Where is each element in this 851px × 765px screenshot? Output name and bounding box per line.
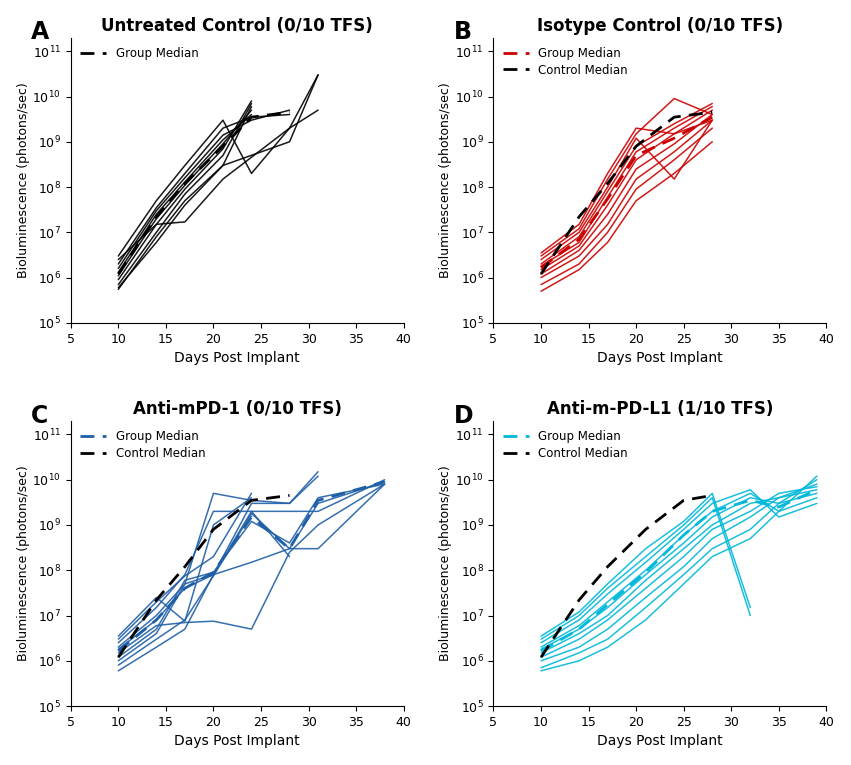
Control Median <box>208 525 219 534</box>
Group Median <box>774 503 784 512</box>
Group Median <box>669 134 679 143</box>
Control Median <box>180 562 190 571</box>
Control Median <box>707 108 717 117</box>
Group Median <box>631 151 642 160</box>
Group Median <box>247 112 257 122</box>
Line: Group Median: Group Median <box>541 117 712 268</box>
Group Median <box>180 179 190 188</box>
Group Median <box>745 496 756 505</box>
Y-axis label: Bioluminescence (photons/sec): Bioluminescence (photons/sec) <box>439 83 453 278</box>
Group Median <box>574 235 584 244</box>
X-axis label: Days Post Implant: Days Post Implant <box>174 734 300 748</box>
Group Median <box>284 544 294 553</box>
Control Median <box>536 269 546 278</box>
Control Median <box>678 496 688 505</box>
Line: Control Median: Control Median <box>118 496 289 657</box>
Control Median <box>669 112 679 122</box>
Control Median <box>113 653 123 662</box>
Group Median <box>151 212 162 221</box>
Group Median <box>180 584 190 593</box>
Legend: Group Median, Control Median: Group Median, Control Median <box>500 44 631 80</box>
Control Median <box>631 142 642 151</box>
Group Median <box>284 108 294 117</box>
Text: B: B <box>454 21 471 44</box>
Group Median <box>218 142 228 151</box>
X-axis label: Days Post Implant: Days Post Implant <box>597 734 722 748</box>
Group Median <box>151 615 162 624</box>
Line: Group Median: Group Median <box>118 112 289 274</box>
Text: C: C <box>31 404 48 428</box>
Control Median <box>247 496 257 505</box>
X-axis label: Days Post Implant: Days Post Implant <box>597 351 722 365</box>
Legend: Group Median: Group Median <box>77 44 202 63</box>
Group Median <box>313 496 323 505</box>
Text: D: D <box>454 404 473 428</box>
Group Median <box>536 263 546 272</box>
Control Median <box>707 491 717 500</box>
Group Median <box>380 477 390 487</box>
Group Median <box>812 485 822 494</box>
Y-axis label: Bioluminescence (photons/sec): Bioluminescence (photons/sec) <box>17 83 30 278</box>
Line: Group Median: Group Median <box>118 482 385 651</box>
X-axis label: Days Post Implant: Days Post Implant <box>174 351 300 365</box>
Legend: Group Median, Control Median: Group Median, Control Median <box>500 427 631 464</box>
Control Median <box>603 562 613 571</box>
Title: Anti-m-PD-L1 (1/10 TFS): Anti-m-PD-L1 (1/10 TFS) <box>546 400 773 418</box>
Line: Control Median: Control Median <box>541 112 712 274</box>
Line: Group Median: Group Median <box>541 490 817 651</box>
Control Median <box>536 653 546 662</box>
Group Median <box>574 624 584 633</box>
Control Median <box>574 212 584 221</box>
Control Median <box>574 595 584 604</box>
Line: Control Median: Control Median <box>541 496 712 657</box>
Control Median <box>151 595 162 604</box>
Group Median <box>208 568 219 577</box>
Text: A: A <box>31 21 49 44</box>
Group Median <box>536 646 546 656</box>
Title: Untreated Control (0/10 TFS): Untreated Control (0/10 TFS) <box>101 17 373 34</box>
Group Median <box>247 513 257 522</box>
Group Median <box>678 530 688 539</box>
Control Median <box>603 179 613 188</box>
Legend: Group Median, Control Median: Group Median, Control Median <box>77 427 208 464</box>
Title: Isotype Control (0/10 TFS): Isotype Control (0/10 TFS) <box>537 17 783 34</box>
Control Median <box>284 491 294 500</box>
Group Median <box>707 112 717 122</box>
Group Median <box>603 194 613 203</box>
Control Median <box>641 525 651 534</box>
Group Median <box>113 646 123 656</box>
Group Median <box>641 568 651 577</box>
Title: Anti-mPD-1 (0/10 TFS): Anti-mPD-1 (0/10 TFS) <box>133 400 341 418</box>
Group Median <box>603 600 613 609</box>
Group Median <box>113 269 123 278</box>
Y-axis label: Bioluminescence (photons/sec): Bioluminescence (photons/sec) <box>439 466 453 661</box>
Y-axis label: Bioluminescence (photons/sec): Bioluminescence (photons/sec) <box>17 466 30 661</box>
Group Median <box>707 506 717 516</box>
